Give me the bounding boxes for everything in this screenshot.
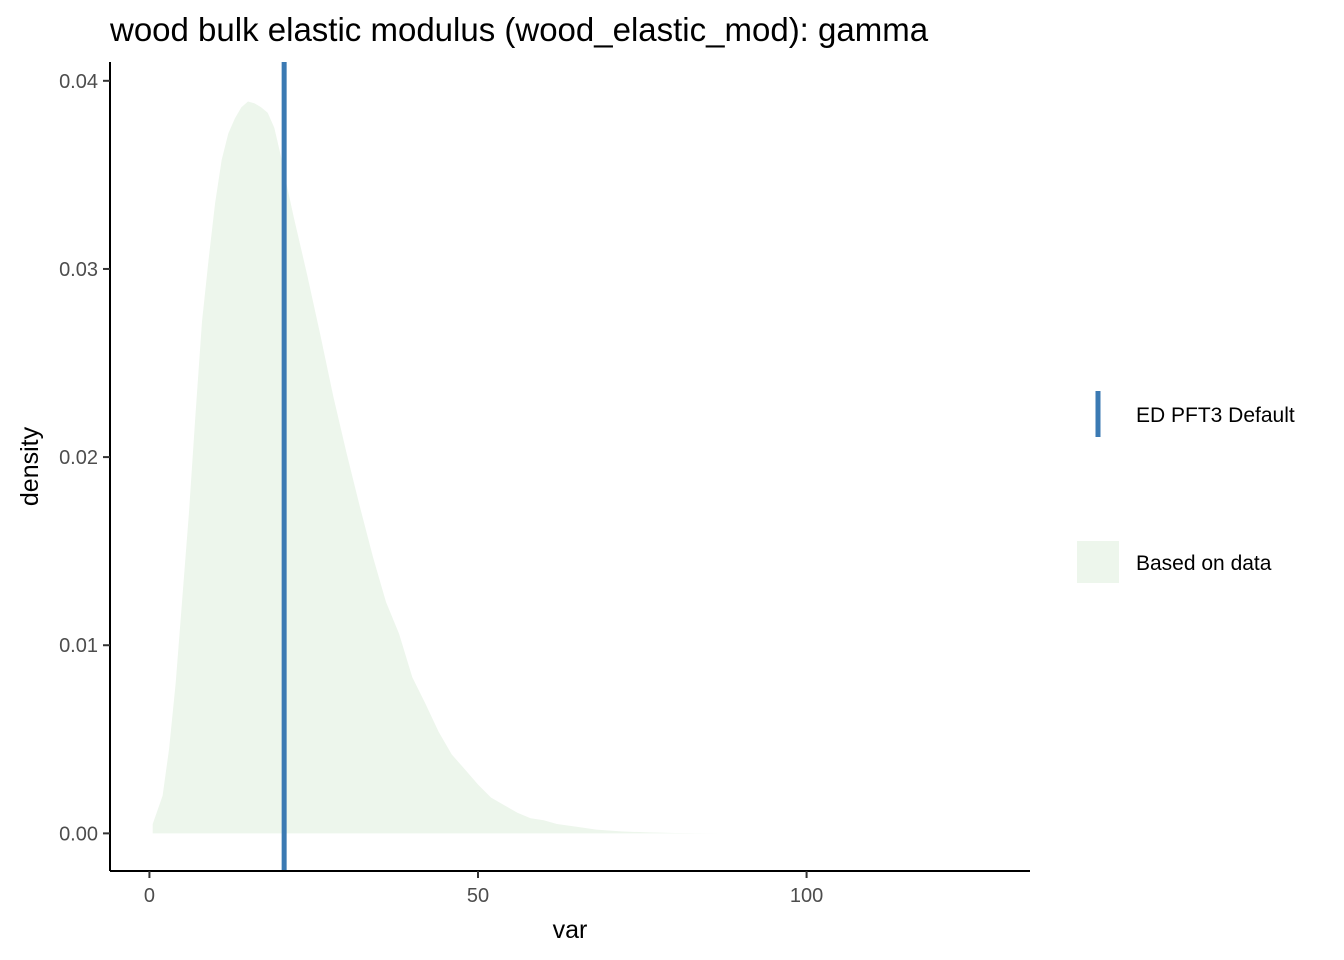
plot-area <box>152 62 722 871</box>
y-tick-label: 0.00 <box>59 823 98 845</box>
chart-title: wood bulk elastic modulus (wood_elastic_… <box>109 11 929 48</box>
x-tick-label: 100 <box>790 885 823 907</box>
legend-label-based-on-data: Based on data <box>1136 552 1272 575</box>
legend-key-ed-pft3-default <box>1095 391 1101 437</box>
x-axis: 0 50 100 <box>110 870 1030 907</box>
legend: ED PFT3 Default Based on data <box>1077 391 1295 583</box>
x-tick-label: 50 <box>467 885 489 907</box>
y-axis-title: density <box>16 426 44 506</box>
x-axis-title: var <box>553 916 588 944</box>
y-tick-label: 0.02 <box>59 447 98 469</box>
y-axis: 0.00 0.01 0.02 0.03 0.04 <box>59 62 111 871</box>
legend-label-ed-pft3-default: ED PFT3 Default <box>1136 404 1295 427</box>
y-tick-label: 0.03 <box>59 259 98 281</box>
legend-key-based-on-data <box>1077 541 1119 583</box>
y-tick-label: 0.04 <box>59 71 98 93</box>
x-tick-label: 0 <box>144 885 155 907</box>
y-tick-label: 0.01 <box>59 635 98 657</box>
density-area-based-on-data <box>152 101 722 834</box>
